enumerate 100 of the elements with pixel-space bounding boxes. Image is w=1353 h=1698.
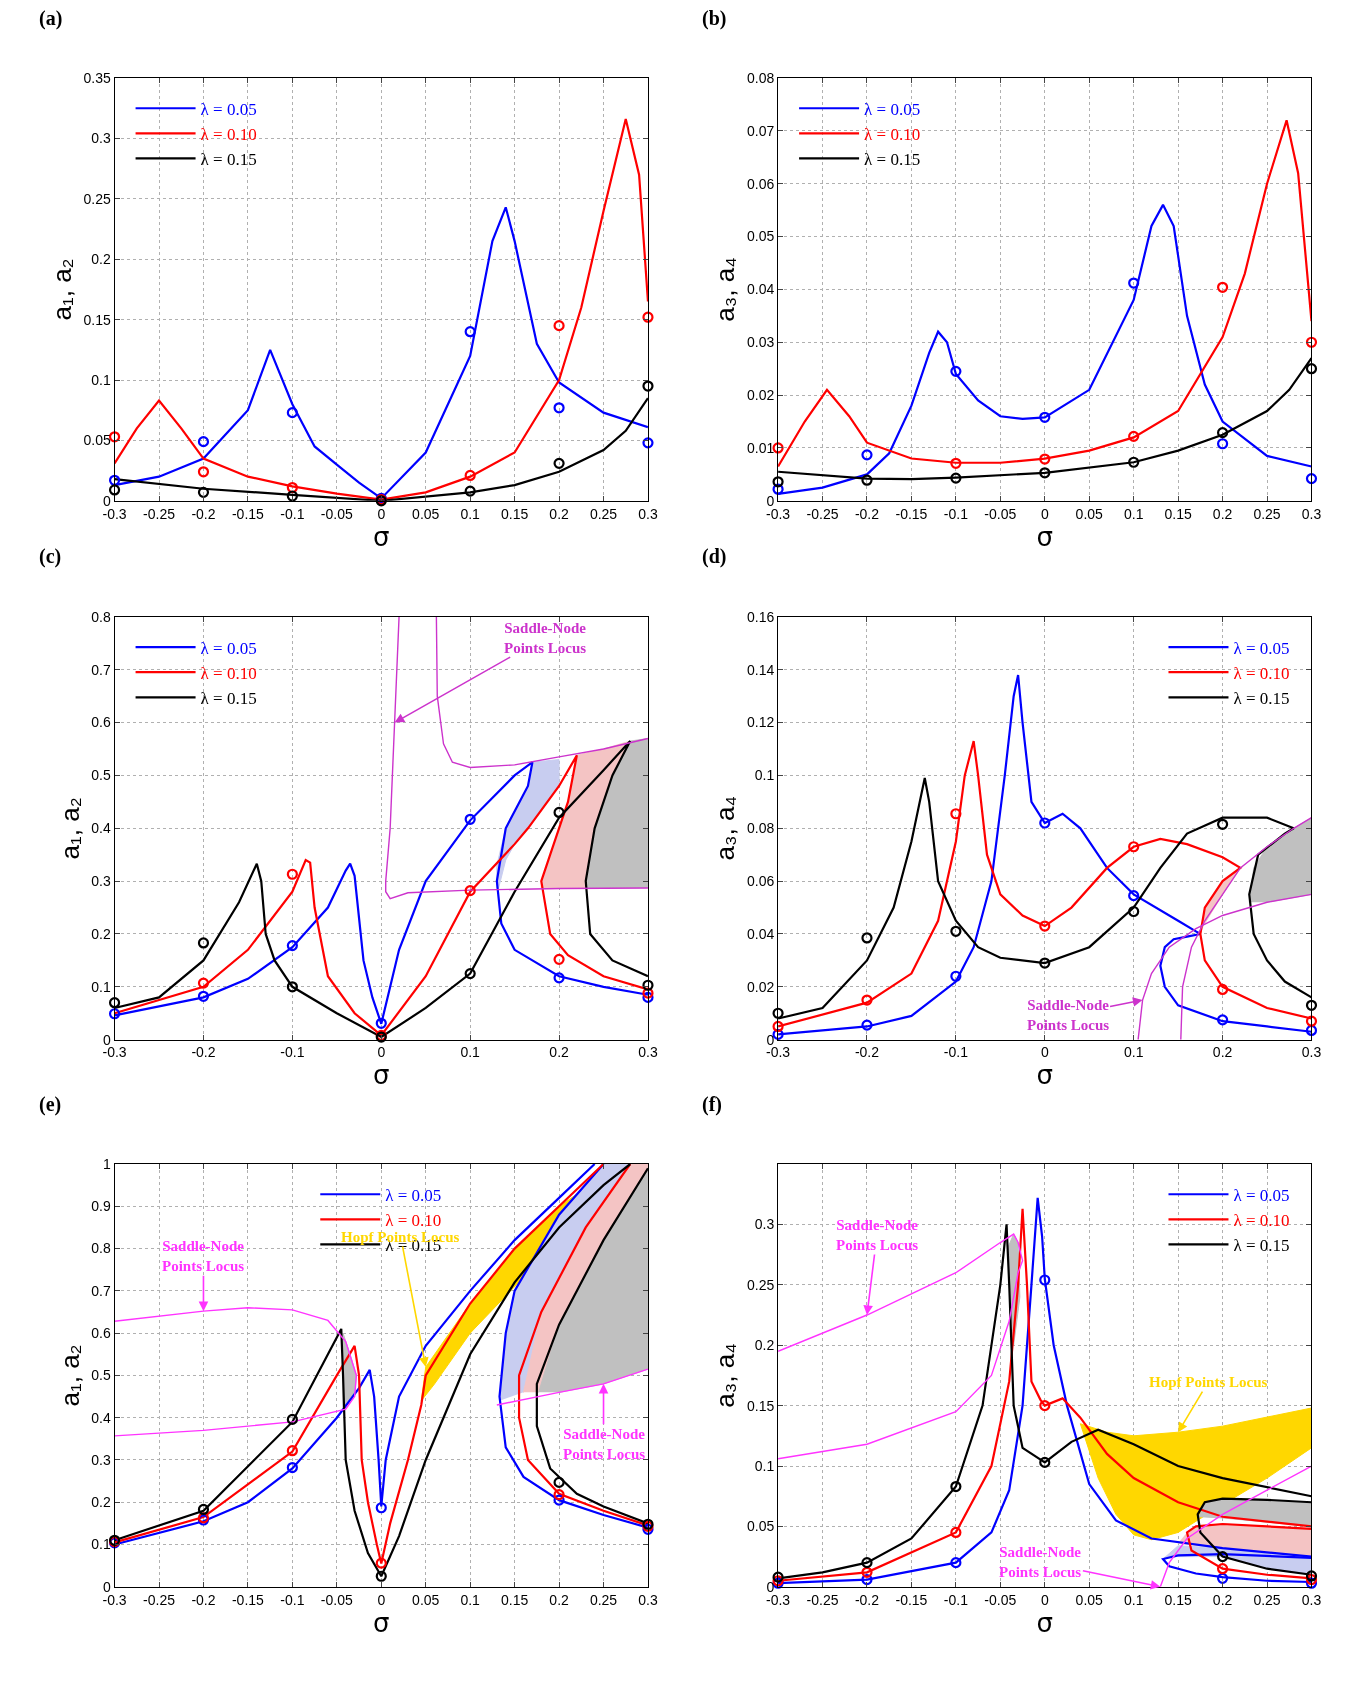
- y-tick-label: 0.2: [91, 925, 111, 942]
- x-tick-label: 0.15: [501, 505, 529, 522]
- line-series: [385, 616, 648, 900]
- x-axis-title: σ: [373, 1607, 390, 1638]
- point: [1305, 363, 1318, 375]
- point: [772, 483, 784, 495]
- x-axis-title: σ: [373, 521, 390, 552]
- y-tick-label: 0.05: [747, 1518, 775, 1535]
- point: [642, 979, 654, 991]
- point: [772, 1028, 784, 1040]
- point: [642, 991, 654, 1003]
- point: [1305, 1570, 1318, 1582]
- point: [1128, 277, 1140, 289]
- point: [286, 481, 298, 494]
- y-tick-label: 0.08: [747, 820, 775, 837]
- point: [861, 1019, 873, 1031]
- annotation: Saddle-Node Points Locus: [162, 1238, 245, 1274]
- y-tick-label: 0.8: [91, 608, 111, 625]
- point: [950, 925, 962, 937]
- point: [1128, 905, 1140, 918]
- x-tick-label: 0.2: [549, 505, 570, 522]
- y-tick-label: 0.02: [747, 978, 775, 995]
- point: [1216, 818, 1229, 830]
- y-tick-label: 0.15: [83, 311, 111, 328]
- x-tick-label: -0.2: [854, 1591, 880, 1608]
- x-tick-label: 0.1: [1123, 1044, 1144, 1061]
- y-tick-label: 0.5: [91, 767, 111, 784]
- x-tick-label: 0.3: [638, 1591, 658, 1608]
- point: [1216, 1551, 1229, 1563]
- chart-title: (d): [702, 545, 727, 568]
- point: [286, 940, 298, 952]
- point: [1216, 1563, 1229, 1575]
- x-tick-label: 0.3: [1301, 1044, 1322, 1061]
- x-tick-label: 0.25: [1253, 505, 1281, 522]
- point: [553, 402, 565, 414]
- legend-label: λ = 0.15: [200, 150, 257, 170]
- annotation: Hopf Points Locus: [1149, 1374, 1268, 1390]
- legend-label: λ = 0.05: [200, 638, 257, 658]
- point: [950, 1480, 962, 1493]
- y-axis-title: a₃, a₄: [710, 1343, 741, 1408]
- chart-title: (b): [702, 7, 727, 30]
- x-tick-label: 0.1: [460, 1591, 481, 1608]
- point: [1216, 281, 1229, 293]
- point: [197, 436, 210, 448]
- y-tick-label: 0.9: [91, 1198, 111, 1215]
- point: [1216, 983, 1229, 996]
- point: [1039, 1400, 1051, 1412]
- y-tick-label: 0.6: [91, 1325, 111, 1342]
- x-tick-label: 0: [1040, 1591, 1049, 1608]
- point: [553, 1494, 565, 1506]
- x-tick-label: 0.1: [460, 505, 481, 522]
- point: [861, 449, 873, 461]
- y-tick-label: 0.06: [747, 873, 775, 890]
- x-tick-label: -0.05: [320, 505, 353, 522]
- x-tick-label: -0.05: [984, 1591, 1017, 1608]
- x-tick-label: -0.1: [943, 1591, 969, 1608]
- point: [197, 486, 210, 498]
- point: [553, 1476, 565, 1488]
- point: [1305, 999, 1318, 1011]
- point: [950, 1526, 962, 1539]
- point: [553, 320, 565, 332]
- y-axis-title: a₁, a₂: [54, 797, 85, 860]
- x-tick-label: 0.05: [412, 1591, 440, 1608]
- chart-title: (c): [39, 545, 62, 568]
- point: [1305, 1573, 1318, 1586]
- point: [375, 1502, 387, 1514]
- point: [950, 472, 962, 484]
- y-tick-label: 0.6: [91, 714, 111, 731]
- y-tick-label: 0.35: [83, 69, 111, 86]
- y-axis-title: a₁, a₂: [54, 1344, 85, 1407]
- y-tick-label: 0.1: [754, 767, 775, 784]
- point: [1039, 920, 1051, 932]
- x-tick-label: -0.25: [143, 1591, 176, 1608]
- point: [1039, 453, 1051, 465]
- y-tick-label: 0.15: [747, 1397, 775, 1414]
- x-tick-label: -0.05: [984, 505, 1017, 522]
- y-tick-label: 0.16: [747, 608, 775, 625]
- point: [108, 1008, 121, 1020]
- point: [553, 953, 565, 965]
- y-tick-label: 0.8: [91, 1240, 111, 1257]
- x-tick-label: -0.25: [806, 1591, 839, 1608]
- point: [375, 1570, 387, 1582]
- line-series: [496, 1368, 648, 1406]
- point: [861, 932, 873, 944]
- point: [1305, 1015, 1318, 1027]
- point: [286, 868, 298, 880]
- point: [464, 485, 476, 497]
- point: [553, 972, 565, 984]
- x-tick-label: -0.1: [943, 505, 969, 522]
- x-tick-label: 0.1: [460, 1044, 481, 1061]
- legend-label: λ = 0.05: [385, 1185, 442, 1205]
- y-tick-label: 0.02: [747, 387, 775, 404]
- x-tick-label: 0.3: [1301, 505, 1322, 522]
- point: [1216, 1014, 1229, 1026]
- point: [197, 977, 210, 989]
- y-tick-label: 0.1: [91, 371, 111, 388]
- point: [1039, 1274, 1051, 1286]
- y-axis-title: a₃, a₄: [710, 795, 741, 861]
- x-tick-label: 0.1: [1123, 1591, 1144, 1608]
- y-axis-title: a₁, a₂: [46, 258, 77, 321]
